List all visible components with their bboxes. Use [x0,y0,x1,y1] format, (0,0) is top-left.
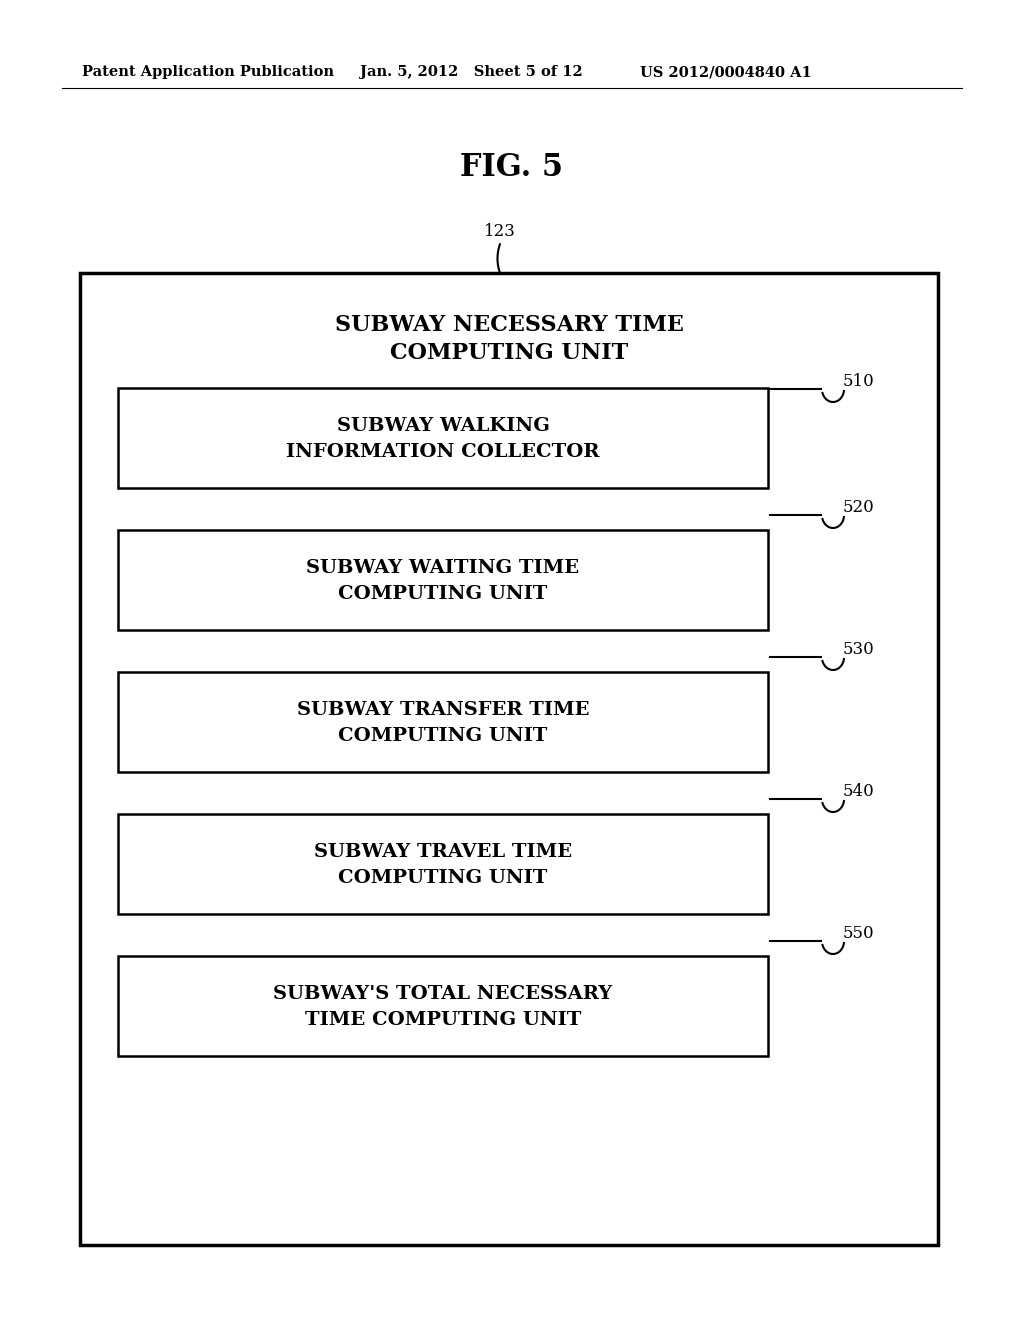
Text: COMPUTING UNIT: COMPUTING UNIT [390,342,628,364]
Text: 520: 520 [842,499,873,516]
Text: SUBWAY TRANSFER TIME: SUBWAY TRANSFER TIME [297,701,589,719]
Text: 123: 123 [484,223,516,240]
Text: SUBWAY WALKING: SUBWAY WALKING [337,417,550,436]
Text: COMPUTING UNIT: COMPUTING UNIT [338,869,548,887]
Text: COMPUTING UNIT: COMPUTING UNIT [338,727,548,744]
Text: US 2012/0004840 A1: US 2012/0004840 A1 [640,65,812,79]
Text: FIG. 5: FIG. 5 [461,153,563,183]
Bar [118,672,768,772]
Bar [118,814,768,913]
Text: TIME COMPUTING UNIT: TIME COMPUTING UNIT [305,1011,582,1030]
Text: Patent Application Publication: Patent Application Publication [82,65,334,79]
Text: SUBWAY WAITING TIME: SUBWAY WAITING TIME [306,558,580,577]
Bar [118,531,768,630]
Bar [118,956,768,1056]
Text: INFORMATION COLLECTOR: INFORMATION COLLECTOR [287,444,600,461]
Text: 510: 510 [842,372,873,389]
Text: 540: 540 [842,783,873,800]
Text: SUBWAY'S TOTAL NECESSARY: SUBWAY'S TOTAL NECESSARY [273,985,612,1003]
Bar [80,273,938,1245]
Text: 530: 530 [842,640,873,657]
Text: 550: 550 [842,924,873,941]
Text: SUBWAY NECESSARY TIME: SUBWAY NECESSARY TIME [335,314,683,337]
Bar [118,388,768,488]
Text: SUBWAY TRAVEL TIME: SUBWAY TRAVEL TIME [314,843,572,861]
Text: COMPUTING UNIT: COMPUTING UNIT [338,585,548,603]
Text: Jan. 5, 2012   Sheet 5 of 12: Jan. 5, 2012 Sheet 5 of 12 [360,65,583,79]
